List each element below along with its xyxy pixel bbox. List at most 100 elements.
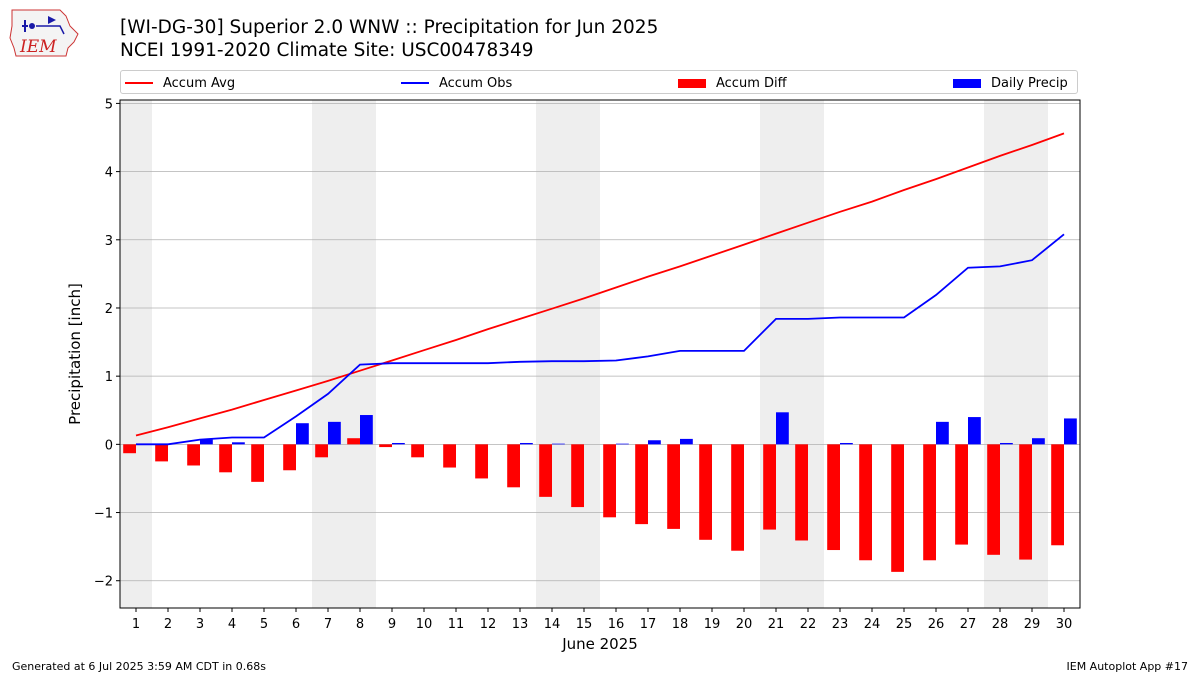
accum-diff-bar bbox=[987, 444, 1000, 555]
x-tick-label: 21 bbox=[768, 617, 785, 632]
accum-diff-bar bbox=[219, 444, 232, 473]
accum-diff-bar bbox=[251, 444, 264, 482]
x-tick-label: 8 bbox=[356, 617, 364, 632]
accum-diff-bar bbox=[731, 444, 744, 551]
weekend-band bbox=[536, 100, 568, 608]
accum-avg-line bbox=[135, 132, 1065, 437]
legend-item-daily-precip: Daily Precip bbox=[953, 74, 1068, 92]
weekend-band bbox=[344, 100, 376, 608]
y-tick-label: 1 bbox=[105, 370, 113, 385]
accum-diff-bar bbox=[827, 444, 840, 551]
accum-diff-bar bbox=[667, 444, 680, 529]
daily-precip-bar bbox=[200, 439, 213, 445]
x-tick-label: 3 bbox=[196, 617, 204, 632]
x-tick-label: 16 bbox=[608, 617, 625, 632]
weekend-band bbox=[568, 100, 600, 608]
footer-generated: Generated at 6 Jul 2025 3:59 AM CDT in 0… bbox=[12, 660, 266, 673]
accum-diff-bar bbox=[635, 444, 648, 525]
daily-precip-bar bbox=[552, 443, 565, 445]
y-tick-label: 3 bbox=[105, 234, 113, 249]
daily-precip-bar bbox=[328, 421, 341, 445]
y-tick-label: −1 bbox=[94, 507, 113, 522]
accum-obs-line bbox=[136, 233, 1065, 446]
x-tick-label: 10 bbox=[416, 617, 433, 632]
daily-precip-bar bbox=[680, 438, 693, 445]
x-tick-label: 14 bbox=[544, 617, 561, 632]
accum-diff-bar bbox=[283, 444, 296, 471]
x-tick-label: 26 bbox=[928, 617, 945, 632]
x-tick-label: 6 bbox=[292, 617, 300, 632]
legend-item-accum-avg: Accum Avg bbox=[125, 74, 235, 92]
accum-diff-bar bbox=[571, 444, 584, 508]
daily-precip-bar bbox=[1032, 438, 1045, 445]
accum-diff-bar bbox=[475, 444, 488, 479]
plot-frame bbox=[119, 99, 1081, 609]
accum-diff-bar bbox=[315, 444, 328, 458]
x-tick-label: 19 bbox=[704, 617, 721, 632]
y-tick-label: 5 bbox=[105, 97, 113, 112]
accum-diff-bar bbox=[443, 444, 456, 468]
x-tick-label: 23 bbox=[832, 617, 849, 632]
x-tick-label: 12 bbox=[480, 617, 497, 632]
x-tick-label: 28 bbox=[992, 617, 1009, 632]
x-tick-label: 5 bbox=[260, 617, 268, 632]
weekend-band bbox=[760, 100, 792, 608]
accum-diff-bar bbox=[507, 444, 520, 488]
footer-app: IEM Autoplot App #17 bbox=[1066, 660, 1189, 673]
accum-diff-bar bbox=[123, 444, 136, 454]
chart-subtitle: NCEI 1991-2020 Climate Site: USC00478349 bbox=[120, 40, 534, 61]
x-tick-label: 18 bbox=[672, 617, 689, 632]
legend-swatch-accum-avg bbox=[125, 82, 153, 84]
weekend-band bbox=[120, 100, 152, 608]
x-tick-label: 15 bbox=[576, 617, 593, 632]
legend-label-accum-diff: Accum Diff bbox=[716, 75, 787, 91]
x-tick-label: 17 bbox=[640, 617, 657, 632]
accum-diff-bar bbox=[923, 444, 936, 561]
legend-item-accum-obs: Accum Obs bbox=[401, 74, 512, 92]
accum-diff-bar bbox=[763, 444, 776, 530]
accum-diff-bar bbox=[155, 444, 168, 462]
accum-diff-bar bbox=[411, 444, 424, 458]
y-tick-label: −2 bbox=[94, 575, 113, 590]
accum-diff-bar bbox=[187, 444, 200, 466]
daily-precip-bar bbox=[776, 412, 789, 445]
x-tick-label: 27 bbox=[960, 617, 977, 632]
x-tick-label: 25 bbox=[896, 617, 913, 632]
accum-diff-bar bbox=[539, 444, 552, 497]
daily-precip-bar bbox=[520, 442, 533, 445]
x-tick-label: 9 bbox=[388, 617, 396, 632]
daily-precip-bar bbox=[648, 440, 661, 445]
accum-diff-bar bbox=[891, 444, 904, 572]
logo-text: IEM bbox=[19, 37, 57, 57]
iem-logo: IEM bbox=[9, 9, 79, 57]
accum-diff-bar bbox=[859, 444, 872, 561]
x-tick-label: 1 bbox=[132, 617, 140, 632]
legend-item-accum-diff: Accum Diff bbox=[678, 74, 787, 92]
y-tick-label: 0 bbox=[105, 438, 113, 453]
legend-swatch-accum-obs bbox=[401, 82, 429, 84]
daily-precip-bar bbox=[296, 423, 309, 445]
x-tick-label: 7 bbox=[324, 617, 332, 632]
daily-precip-bar bbox=[232, 442, 245, 445]
daily-precip-bar bbox=[360, 415, 373, 445]
weekend-band bbox=[312, 100, 344, 608]
daily-precip-bar bbox=[1064, 418, 1077, 445]
y-tick-label: 2 bbox=[105, 302, 113, 317]
chart-title: [WI-DG-30] Superior 2.0 WNW :: Precipita… bbox=[120, 17, 659, 38]
y-axis-label: Precipitation [inch] bbox=[66, 283, 84, 425]
daily-precip-bar bbox=[840, 442, 853, 445]
x-tick-label: 4 bbox=[228, 617, 236, 632]
legend-label-accum-obs: Accum Obs bbox=[439, 75, 513, 91]
x-tick-label: 24 bbox=[864, 617, 881, 632]
daily-precip-bar bbox=[936, 421, 949, 445]
x-tick-label: 29 bbox=[1024, 617, 1041, 632]
legend-swatch-daily-precip bbox=[953, 78, 981, 88]
chart-legend: Accum Avg Accum Obs Accum Diff Daily Pre… bbox=[120, 70, 1078, 94]
legend-swatch-accum-diff bbox=[678, 78, 706, 88]
legend-label-daily-precip: Daily Precip bbox=[991, 75, 1068, 91]
accum-diff-bar bbox=[1051, 444, 1064, 546]
weather-vane-icon bbox=[22, 20, 28, 32]
legend-label-accum-avg: Accum Avg bbox=[163, 75, 236, 91]
accum-diff-bar bbox=[955, 444, 968, 545]
